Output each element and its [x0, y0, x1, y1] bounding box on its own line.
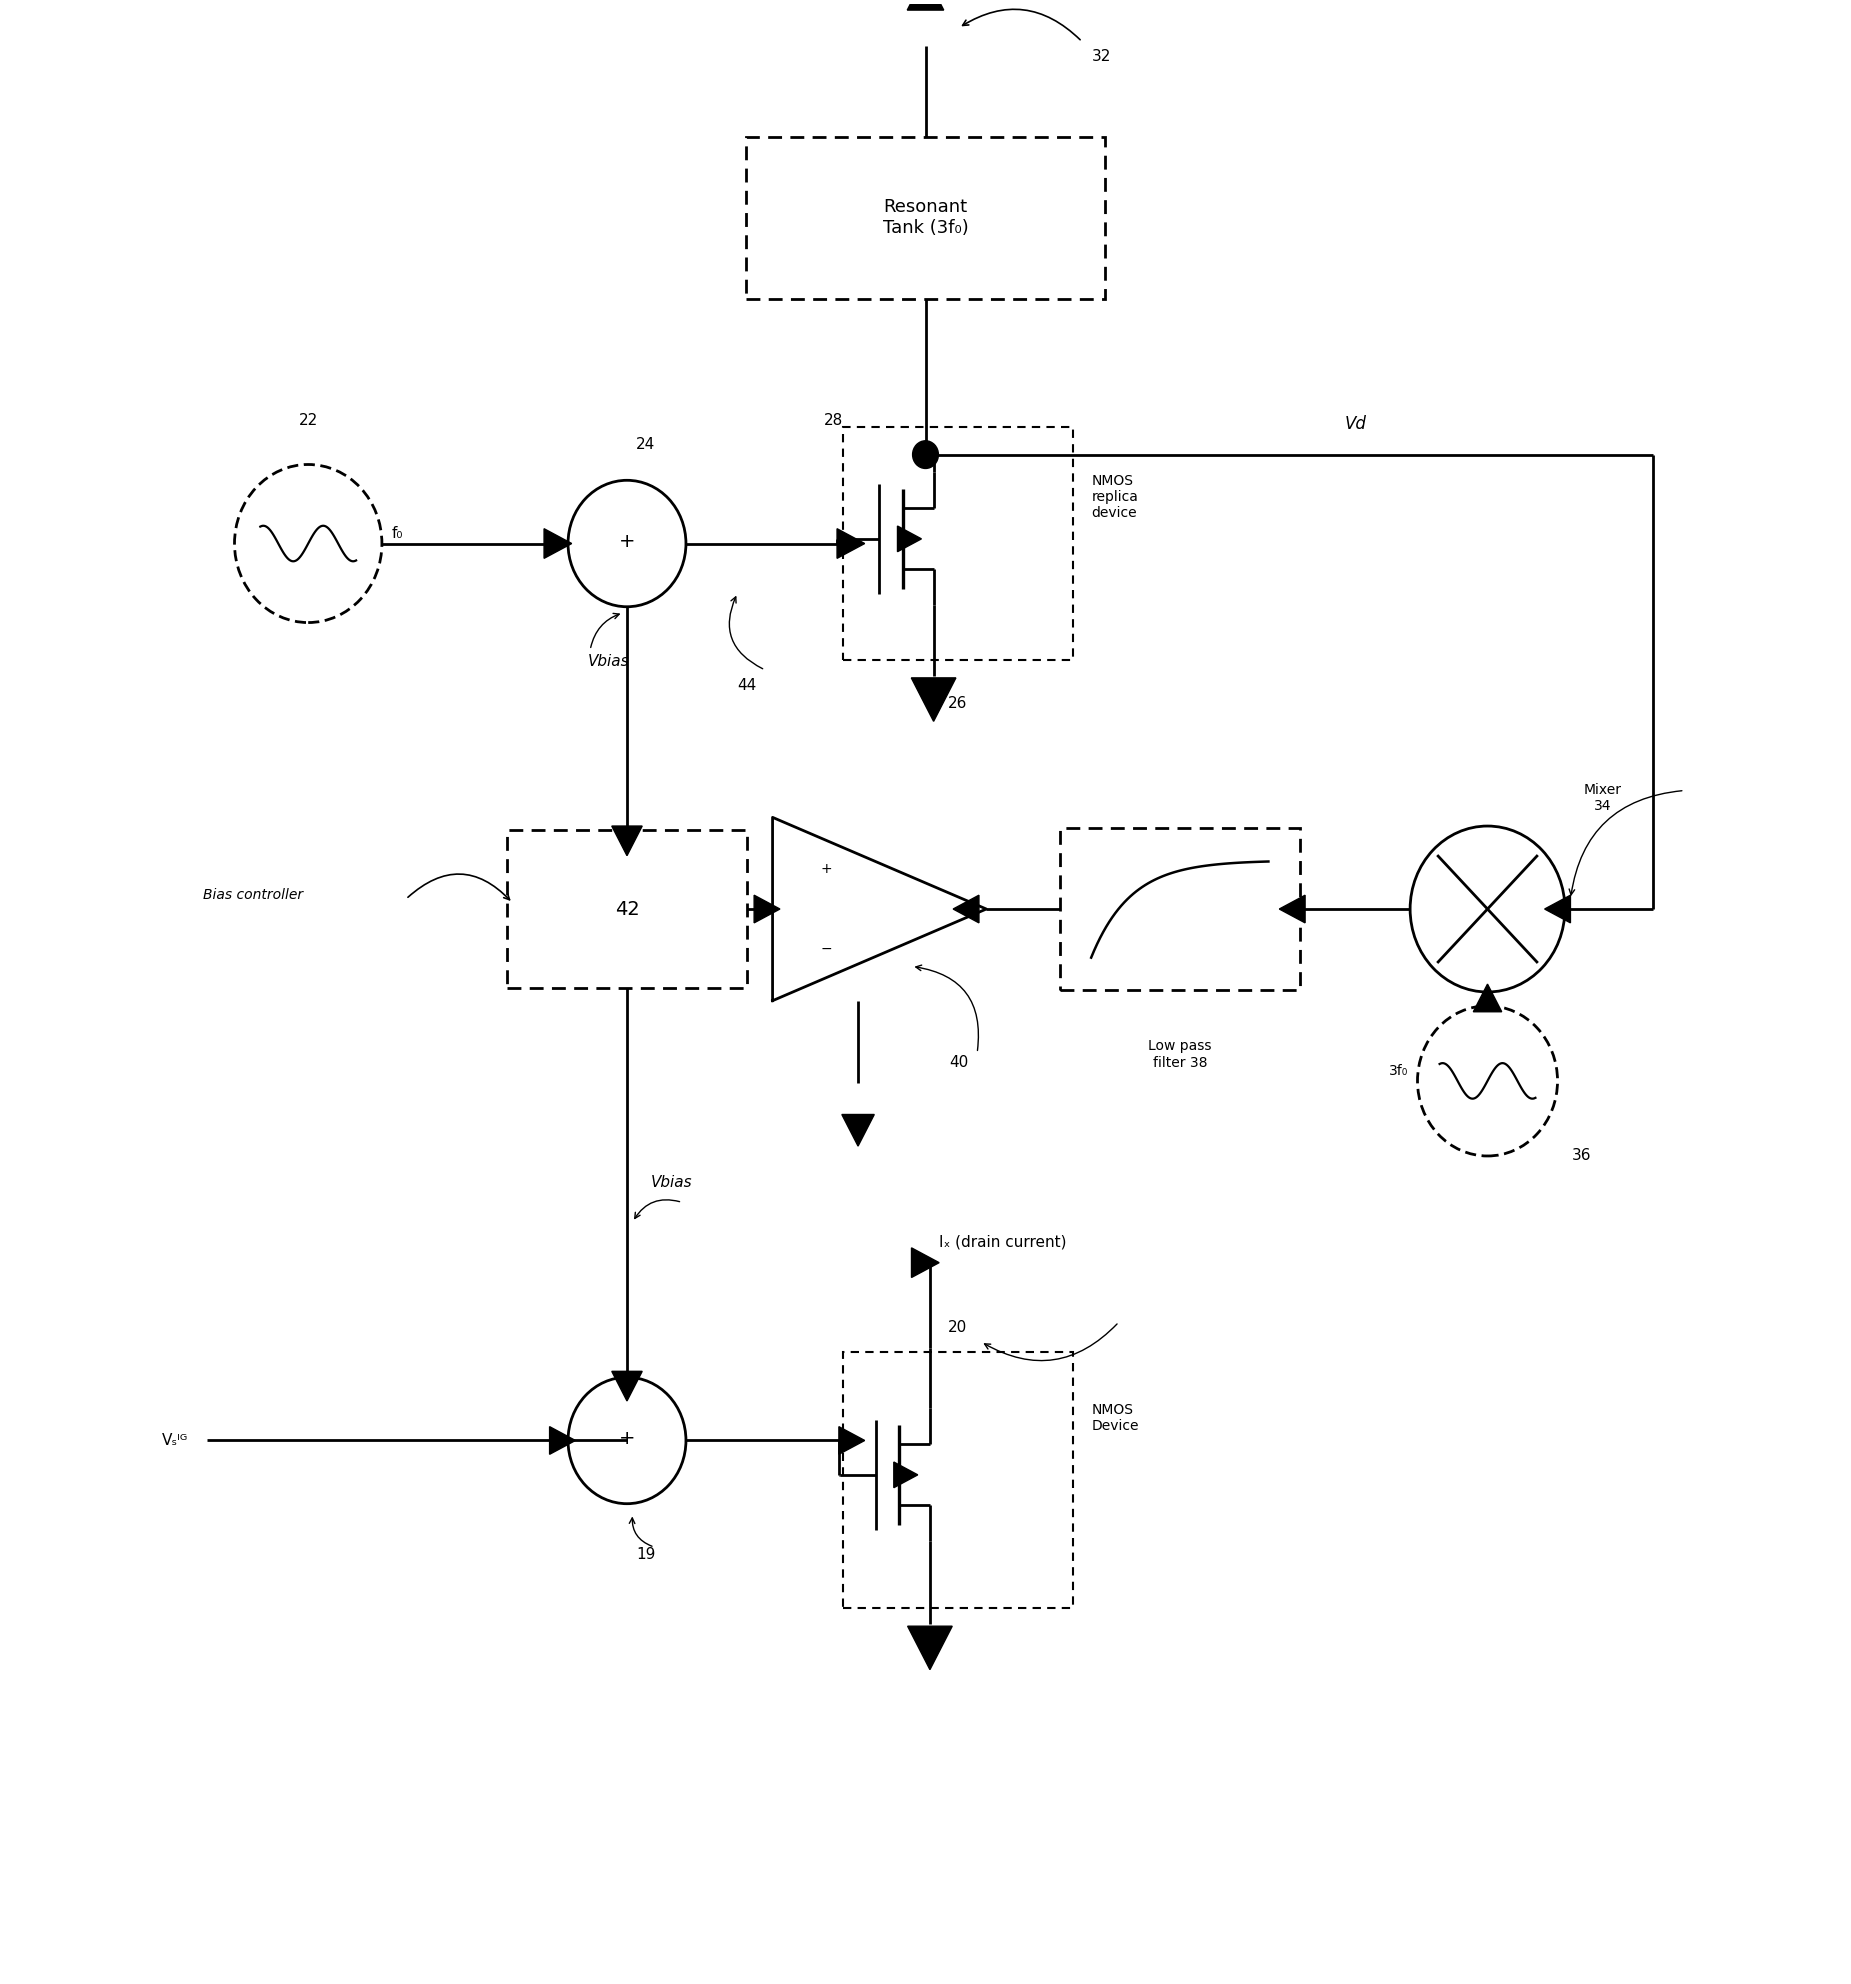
- Text: NMOS
Device: NMOS Device: [1092, 1403, 1138, 1432]
- Polygon shape: [953, 895, 979, 923]
- Text: Vbias: Vbias: [652, 1175, 692, 1190]
- Polygon shape: [898, 526, 922, 552]
- Text: 42: 42: [615, 899, 639, 919]
- Polygon shape: [907, 1627, 951, 1671]
- Text: f₀: f₀: [391, 526, 404, 540]
- Bar: [842, 1351, 1074, 1609]
- Polygon shape: [544, 528, 572, 558]
- Polygon shape: [1544, 895, 1570, 923]
- Text: Resonant
Tank (3f₀): Resonant Tank (3f₀): [883, 198, 968, 236]
- Text: +: +: [820, 861, 831, 875]
- Text: Vd: Vd: [1344, 415, 1366, 433]
- Polygon shape: [613, 1371, 642, 1401]
- Text: −: −: [820, 942, 831, 956]
- Polygon shape: [1279, 895, 1305, 923]
- Text: Low pass
filter 38: Low pass filter 38: [1148, 1040, 1212, 1069]
- Text: 26: 26: [948, 696, 968, 710]
- Text: 28: 28: [824, 413, 844, 429]
- Text: 19: 19: [637, 1548, 655, 1561]
- Polygon shape: [550, 1426, 576, 1454]
- Text: 44: 44: [737, 679, 757, 692]
- Polygon shape: [839, 1426, 864, 1454]
- Text: 22: 22: [300, 413, 318, 429]
- Bar: [507, 829, 746, 988]
- Text: 40: 40: [950, 1055, 968, 1069]
- Text: 24: 24: [637, 436, 655, 452]
- Text: Bias controller: Bias controller: [204, 889, 304, 903]
- Polygon shape: [753, 895, 779, 923]
- Bar: [746, 137, 1105, 298]
- Polygon shape: [842, 1115, 874, 1147]
- Text: Vₛᴵᴳ: Vₛᴵᴳ: [163, 1432, 189, 1448]
- Text: 36: 36: [1571, 1149, 1592, 1163]
- Polygon shape: [894, 1462, 918, 1488]
- Polygon shape: [911, 679, 955, 722]
- Polygon shape: [911, 1248, 938, 1278]
- Polygon shape: [1473, 984, 1501, 1012]
- Bar: [1061, 827, 1299, 990]
- Bar: [842, 427, 1074, 661]
- Text: +: +: [618, 532, 635, 552]
- Text: Mixer
34: Mixer 34: [1583, 784, 1621, 813]
- Circle shape: [913, 440, 938, 468]
- Polygon shape: [907, 0, 944, 10]
- Text: 3f₀: 3f₀: [1388, 1063, 1409, 1077]
- Polygon shape: [837, 528, 864, 558]
- Text: 32: 32: [1092, 50, 1111, 63]
- Text: 20: 20: [948, 1319, 968, 1335]
- Text: Vbias: Vbias: [589, 655, 629, 669]
- Text: Iₓ (drain current): Iₓ (drain current): [938, 1234, 1066, 1250]
- Polygon shape: [613, 825, 642, 855]
- Text: NMOS
replica
device: NMOS replica device: [1092, 474, 1138, 520]
- Text: +: +: [618, 1428, 635, 1448]
